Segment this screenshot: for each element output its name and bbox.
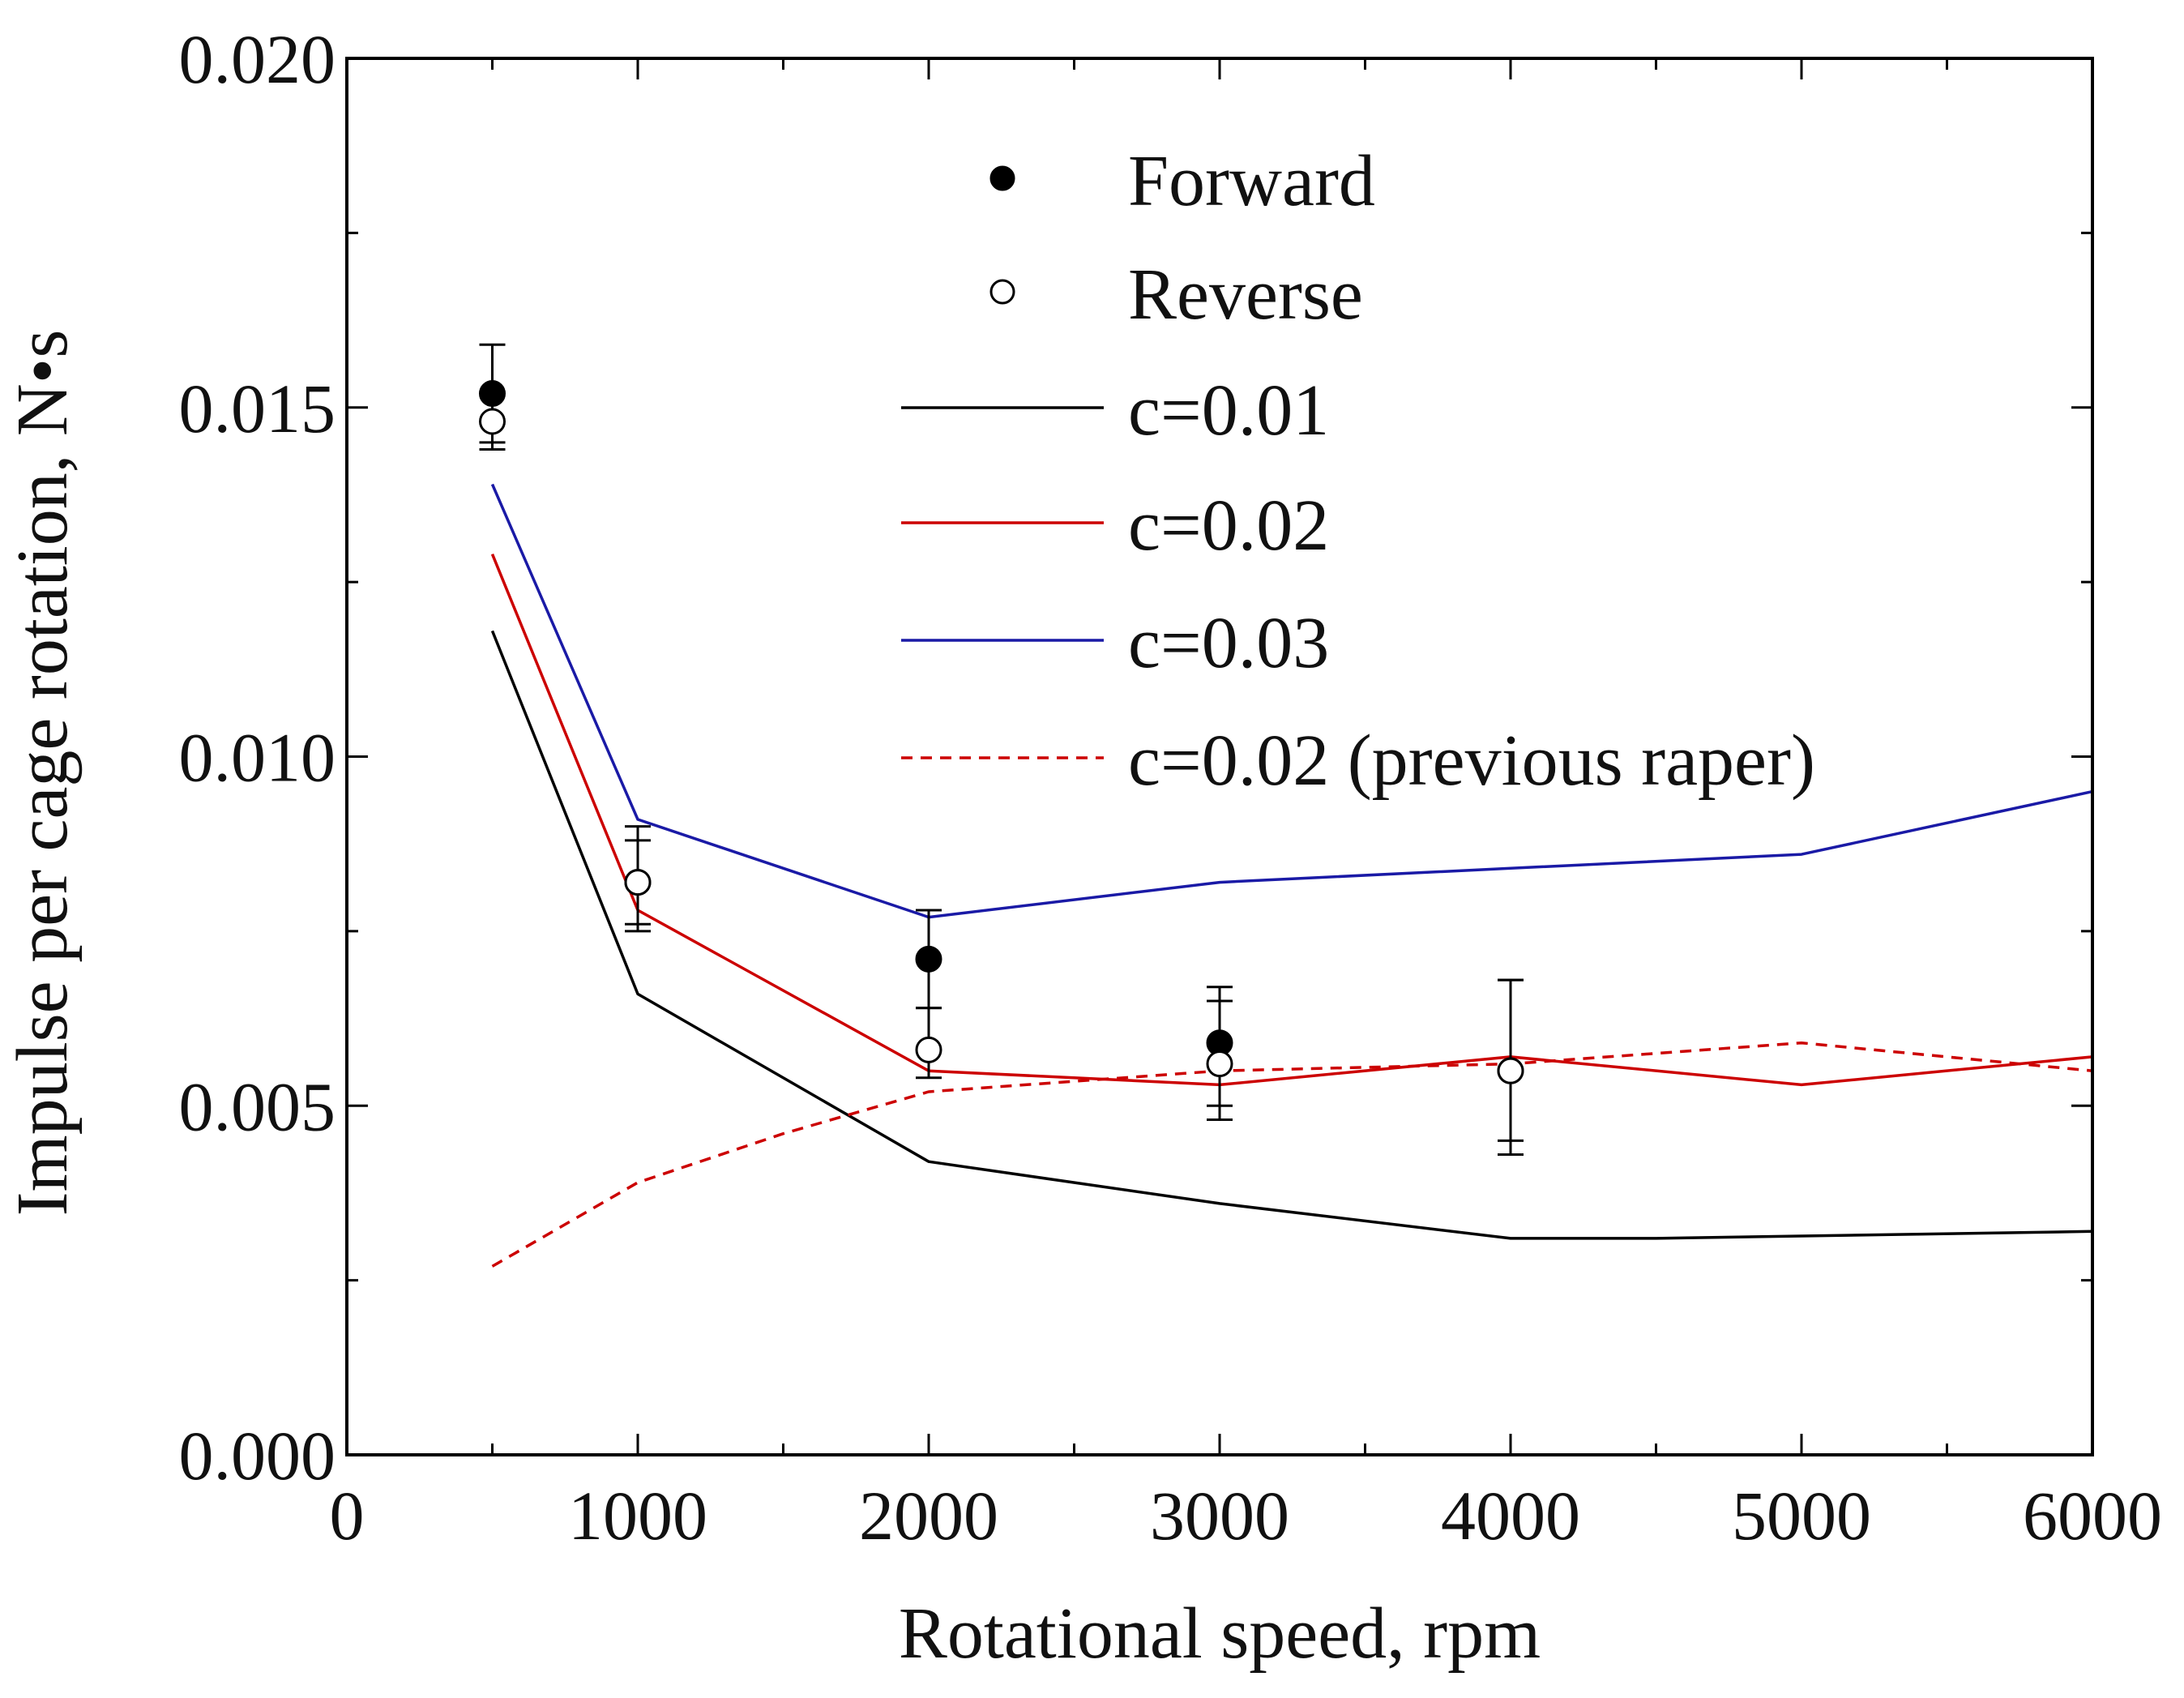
legend-item-c-0-03: c=0.03: [901, 603, 1329, 683]
y-axis-tick-labels: 0.000 0.005 0.010 0.015 0.020: [179, 20, 336, 1495]
legend-item-c-0-02-previous-raper-: c=0.02 (previous raper): [901, 721, 1815, 801]
data-point-reverse: [479, 408, 506, 435]
series-line-c-0-03: [490, 483, 2093, 919]
y-tick-label: 0.005: [179, 1067, 336, 1145]
legend-marker: [989, 279, 1015, 305]
legend-item-forward: Forward: [989, 141, 1375, 221]
series-line-c-0-02: [490, 554, 2093, 1087]
legend-item-c-0-02: c=0.02: [901, 485, 1329, 566]
y-axis-title: Impulse per cage rotation, N•s: [2, 330, 83, 1217]
x-tick-label: 0: [330, 1477, 365, 1555]
x-tick-label: 4000: [1441, 1477, 1580, 1555]
y-tick-label: 0.015: [179, 370, 336, 447]
plot-frame: [345, 57, 2094, 1456]
plot-series: [479, 343, 2093, 1268]
x-tick-label: 1000: [568, 1477, 707, 1555]
y-tick-label: 0.020: [179, 20, 336, 98]
legend-label: c=0.03: [1128, 603, 1329, 683]
legend-label: c=0.02: [1128, 485, 1329, 566]
data-point-reverse: [1206, 1050, 1233, 1078]
legend-marker: [989, 165, 1015, 191]
x-axis-tick-labels: 0 1000 2000 3000 4000 5000 6000: [330, 1477, 2163, 1555]
legend-label: Forward: [1128, 141, 1375, 221]
legend-label: c=0.01: [1128, 370, 1329, 451]
y-tick-label: 0.010: [179, 719, 336, 797]
x-tick-label: 3000: [1150, 1477, 1289, 1555]
y-tick-label: 0.000: [179, 1417, 336, 1495]
x-tick-label: 2000: [859, 1477, 998, 1555]
x-tick-label: 5000: [1732, 1477, 1871, 1555]
legend: Forward Reverse c=0.01 c=0.02 c=0.03 c=0.02 (…: [901, 141, 1815, 801]
x-tick-label: 6000: [2023, 1477, 2162, 1555]
legend-label: Reverse: [1128, 254, 1363, 335]
legend-label: c=0.02 (previous raper): [1128, 721, 1815, 801]
series-line-c-0-01: [490, 630, 2093, 1240]
data-point-reverse: [915, 1036, 942, 1063]
series-reverse: [479, 392, 1524, 1157]
legend-item-reverse: Reverse: [989, 254, 1363, 335]
data-point-reverse: [1497, 1057, 1524, 1084]
data-point-forward: [915, 945, 942, 973]
data-point-reverse: [624, 869, 652, 896]
legend-item-c-0-01: c=0.01: [901, 370, 1329, 451]
x-axis-title: Rotational speed, rpm: [899, 1593, 1541, 1674]
